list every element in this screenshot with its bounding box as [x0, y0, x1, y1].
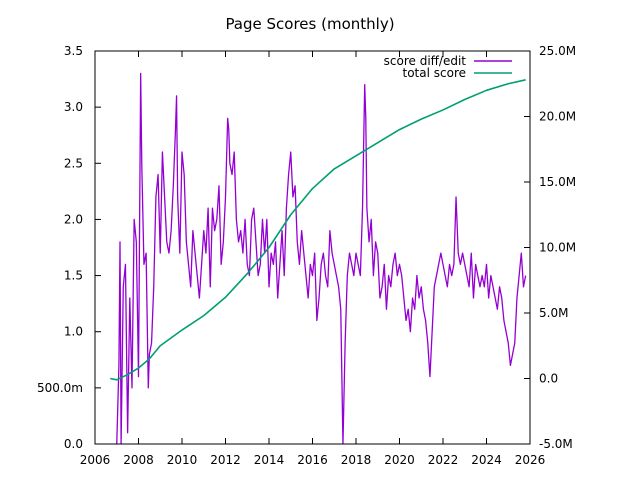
y-left-tick-label: 1.0: [64, 325, 83, 339]
x-tick-label: 2008: [123, 453, 154, 467]
y-axis-right: -5.0M 0.0 5.0M 10.0M 15.0M 20.0M 25.0M: [524, 44, 576, 451]
legend-label: total score: [403, 66, 467, 80]
series-line-score-diff-edit: [116, 72, 527, 444]
x-axis: 2006 2008 2010 2012 2014 2016 2018 2020 2022 2024…: [80, 51, 546, 467]
y-left-tick-label: 500.0m: [37, 381, 83, 395]
x-tick-label: 2024: [471, 453, 502, 467]
y-left-tick-label: 2.5: [64, 156, 83, 170]
x-tick-label: 2026: [515, 453, 546, 467]
y-right-tick-label: 25.0M: [539, 44, 576, 58]
x-tick-label: 2010: [167, 453, 198, 467]
x-tick-label: 2018: [341, 453, 372, 467]
y-right-tick-label: 20.0M: [539, 110, 576, 124]
y-left-tick-label: 0.0: [64, 437, 83, 451]
y-left-tick-label: 1.5: [64, 269, 83, 283]
y-left-tick-label: 3.5: [64, 44, 83, 58]
series-line-total-score: [110, 79, 526, 381]
x-tick-label: 2022: [428, 453, 459, 467]
legend-label: score diff/edit: [384, 54, 467, 68]
y-axis-left: 0.0 500.0m 1.0 1.5 2.0 2.5 3.0 3.5: [37, 44, 101, 451]
y-right-tick-label: 0.0: [539, 372, 558, 386]
y-left-tick-label: 2.0: [64, 212, 83, 226]
x-tick-label: 2006: [80, 453, 111, 467]
y-right-tick-label: 5.0M: [539, 306, 568, 320]
y-right-tick-label: 10.0M: [539, 241, 576, 255]
x-tick-label: 2016: [297, 453, 328, 467]
y-left-tick-label: 3.0: [64, 100, 83, 114]
chart-title: Page Scores (monthly): [225, 15, 394, 33]
series-layer: [110, 72, 527, 444]
x-tick-label: 2014: [254, 453, 285, 467]
y-right-tick-label: -5.0M: [539, 437, 573, 451]
y-right-tick-label: 15.0M: [539, 175, 576, 189]
x-tick-label: 2012: [210, 453, 241, 467]
x-tick-label: 2020: [384, 453, 415, 467]
